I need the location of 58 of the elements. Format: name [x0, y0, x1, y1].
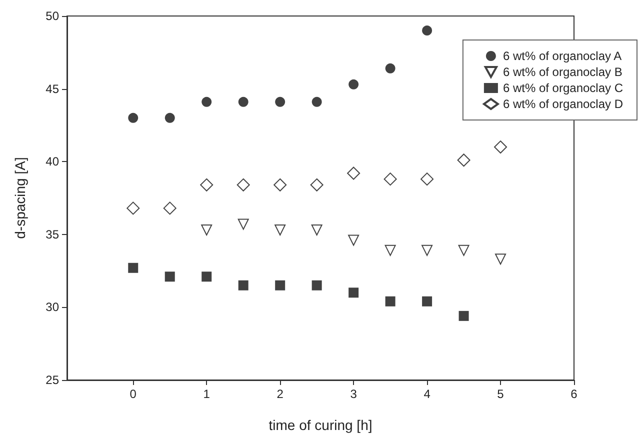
point: [310, 178, 324, 192]
x-tick-label: 0: [130, 387, 137, 401]
point: [275, 280, 286, 290]
point: [312, 280, 322, 290]
y-tick-label: 40: [46, 154, 60, 169]
y-tick-label: 25: [46, 373, 60, 387]
point: [238, 96, 248, 107]
y-tick-label: 50: [46, 9, 60, 23]
point: [458, 310, 469, 321]
point: [422, 296, 432, 306]
point: [128, 262, 138, 273]
point: [275, 96, 286, 107]
point: [311, 224, 322, 236]
point: [384, 244, 396, 256]
point: [126, 202, 140, 215]
legend-label: 6 wt% of organoclay B: [502, 65, 622, 79]
x-tick-label: 6: [570, 387, 578, 401]
y-tick-label: 45: [46, 82, 60, 96]
point: [236, 178, 250, 192]
point: [274, 178, 287, 192]
point: [384, 172, 397, 186]
point: [312, 96, 322, 107]
x-tick-label: 3: [350, 387, 358, 401]
point: [347, 166, 360, 180]
point: [494, 140, 508, 154]
x-tick-label: 2: [276, 387, 284, 401]
x-tick-label: 4: [424, 387, 431, 401]
point: [238, 280, 248, 290]
point: [164, 272, 175, 282]
point: [495, 254, 506, 265]
point: [385, 296, 396, 306]
point: [274, 224, 286, 236]
legend-label: 6 wt% of organoclay D: [502, 97, 624, 111]
point: [128, 112, 138, 123]
point: [202, 96, 212, 107]
point: [458, 244, 470, 256]
point: [200, 178, 214, 192]
x-tick-label: 5: [497, 387, 504, 401]
point: [238, 218, 249, 230]
point: [164, 112, 175, 123]
point: [422, 26, 432, 36]
point: [385, 63, 396, 74]
y-tick-label: 35: [46, 227, 60, 242]
x-axis-title: time of curing [h]: [268, 417, 372, 433]
y-tick-label: 30: [46, 300, 60, 314]
x-tick-label: 1: [203, 387, 210, 401]
point: [457, 154, 470, 167]
legend-label: 6 wt% of organoclay A: [502, 49, 622, 63]
point: [348, 234, 360, 246]
point: [201, 224, 212, 236]
point: [163, 202, 176, 215]
point: [202, 272, 212, 282]
point: [422, 244, 433, 256]
legend-label: 6 wt% of organoclay C: [502, 81, 624, 95]
y-axis-title: d-spacing [A]: [12, 157, 28, 239]
point: [348, 79, 359, 90]
point: [348, 288, 359, 298]
point: [420, 172, 434, 186]
